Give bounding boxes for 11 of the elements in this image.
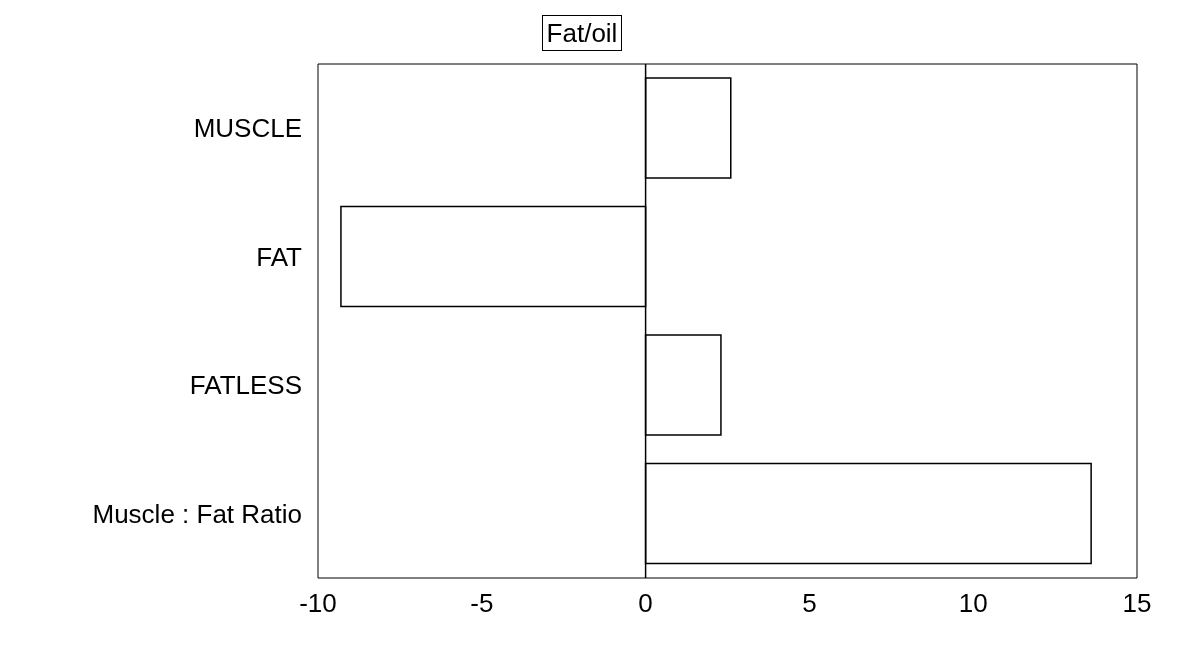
x-tick-label: -5 xyxy=(470,588,494,619)
x-tick-label: 15 xyxy=(1122,588,1152,619)
y-tick-label: MUSCLE xyxy=(193,113,302,144)
y-tick-label: Muscle : Fat Ratio xyxy=(92,498,302,529)
y-tick-label: FAT xyxy=(256,241,303,272)
x-tick-label: 5 xyxy=(802,588,817,619)
series-label: Fat/oil xyxy=(541,15,623,51)
x-tick-label: 10 xyxy=(958,588,988,619)
y-tick-label: FATLESS xyxy=(189,370,302,401)
x-tick-label: 0 xyxy=(638,588,653,619)
x-tick-label: -10 xyxy=(299,588,337,619)
